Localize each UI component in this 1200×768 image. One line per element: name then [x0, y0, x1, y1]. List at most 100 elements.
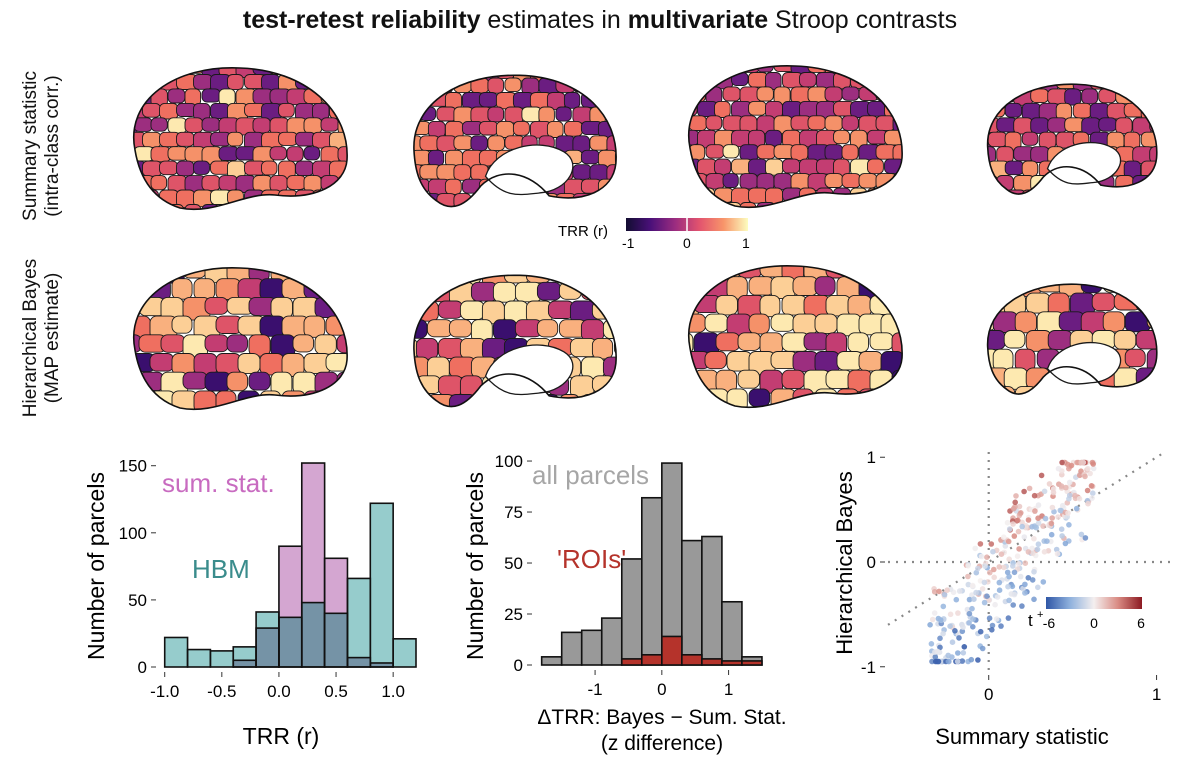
scatter-point	[1011, 533, 1018, 539]
p1-bar-top-3	[233, 646, 257, 661]
scatter-point	[1035, 520, 1042, 526]
scatter-point	[996, 564, 1003, 570]
scatter-point	[960, 650, 967, 656]
scatter-point	[996, 587, 1003, 593]
scatter-point	[947, 611, 954, 618]
scatter-point	[937, 617, 944, 623]
scatter-point	[983, 633, 990, 640]
p2-ytick-4: 100	[495, 452, 523, 471]
scatter-point	[1068, 462, 1075, 469]
scatter-point	[936, 588, 942, 595]
scatter-point	[1074, 459, 1080, 466]
title-bold-2: multivariate	[627, 6, 769, 34]
p2-xtick-1: 0	[657, 680, 666, 699]
scatter-point	[981, 599, 988, 606]
scatter-point	[940, 630, 946, 637]
scatter-point	[954, 658, 961, 665]
scatter-point	[1062, 540, 1069, 547]
scatter-xtick-0: 0	[984, 685, 993, 704]
hist2-legend-rois: 'ROIs'	[557, 544, 626, 574]
scatter-point	[1002, 543, 1009, 549]
brain-view-7	[986, 283, 1158, 395]
scatter-point	[961, 644, 968, 650]
colorbar-label: TRR (r)	[558, 223, 608, 240]
p1-bar-overlap-7	[324, 613, 348, 667]
p1-bar-overlap-5	[278, 617, 302, 667]
scatter-point	[1012, 499, 1018, 506]
histogram-trr: Number of parcels TRR (r) sum. stat. HBM…	[83, 457, 417, 749]
p2-bar-0-4	[620, 558, 643, 666]
p2-bar-0-5	[641, 496, 663, 666]
scatter-point	[1041, 549, 1048, 555]
scatter-point	[1050, 489, 1057, 496]
scatter-point	[1013, 493, 1019, 499]
scatter-point	[969, 582, 976, 589]
scatter-point	[1058, 483, 1065, 489]
scatter-point	[1015, 561, 1022, 567]
scatter-point	[937, 644, 943, 651]
hist2-xlabel-line1: ΔTRR: Bayes − Sum. Stat.	[537, 706, 786, 729]
scatter-point	[1076, 495, 1083, 502]
scatter-point	[1035, 515, 1041, 521]
p1-bar-top-4	[256, 611, 279, 629]
scatter-point	[977, 628, 984, 635]
scatter-point	[996, 579, 1003, 586]
scatter-point	[1038, 472, 1045, 479]
p1-bar-top-1	[187, 649, 211, 667]
scatter-point	[1034, 546, 1041, 553]
scatter-point	[1078, 531, 1085, 538]
scatter-point	[1032, 508, 1038, 514]
scatter-point	[1059, 502, 1066, 509]
histogram-delta-trr: Number of parcels ΔTRR: Bayes − Sum. Sta…	[462, 452, 787, 755]
p2-bar-1-4	[620, 658, 643, 666]
scatter-point	[1040, 579, 1047, 585]
brain-surface-maps	[132, 65, 1158, 411]
scatter-point	[1021, 534, 1028, 540]
scatter-point	[988, 541, 995, 547]
scatter-point	[947, 623, 953, 629]
scatter-point	[991, 566, 997, 573]
p1-bar-overlap-8	[347, 657, 371, 667]
scatter-point	[959, 658, 966, 664]
scatter-point	[981, 579, 988, 586]
scatter-point	[1015, 517, 1021, 524]
p2-bar-1-5	[641, 654, 663, 666]
p1-xtick-3: 0.5	[324, 682, 348, 701]
scatter-point	[1006, 556, 1012, 562]
scatter-point	[955, 610, 961, 616]
scatter-point	[932, 654, 939, 660]
scatter-point	[965, 581, 972, 588]
scatter-xlabel: Summary statistic	[935, 724, 1109, 749]
scatter-point	[1006, 526, 1013, 532]
scatter-point	[956, 635, 962, 641]
scatter-point	[989, 622, 996, 629]
scatter-point	[1040, 523, 1046, 529]
brain-view-1	[413, 74, 617, 208]
t-legend-title: t	[1028, 611, 1033, 630]
p2-bar-1-10	[741, 660, 763, 666]
figure-title: test-retest reliability estimates in mul…	[0, 6, 1200, 35]
scatter-point	[945, 658, 952, 665]
scatter-point	[1066, 522, 1072, 528]
p2-bar-0-7	[681, 539, 703, 666]
p2-bar-1-9	[721, 660, 743, 666]
brain-view-6	[687, 265, 903, 409]
scatter-point	[1022, 590, 1028, 596]
p2-bar-0-2	[580, 629, 603, 666]
hist2-xlabel-line2: (z difference)	[601, 732, 723, 755]
scatter-point	[928, 641, 935, 647]
p2-bar-0-9	[721, 600, 743, 666]
p1-bar-top-9	[370, 503, 394, 663]
p1-bar-top-2	[210, 650, 234, 667]
colorbar-tick-0: -1	[622, 235, 635, 251]
p1-bar-top-5	[278, 546, 302, 618]
p2-ytick-2: 50	[504, 554, 523, 573]
scatter-point	[1021, 488, 1027, 495]
scatter-point	[1090, 490, 1096, 497]
scatter-point	[940, 603, 947, 610]
scatter-t-legend: t + -6 0 6	[1028, 597, 1145, 631]
p1-xtick-1: -0.5	[207, 682, 236, 701]
t-legend-tick-1: 0	[1090, 615, 1098, 631]
scatter-point	[992, 601, 998, 608]
p2-ytick-0: 0	[514, 656, 523, 675]
